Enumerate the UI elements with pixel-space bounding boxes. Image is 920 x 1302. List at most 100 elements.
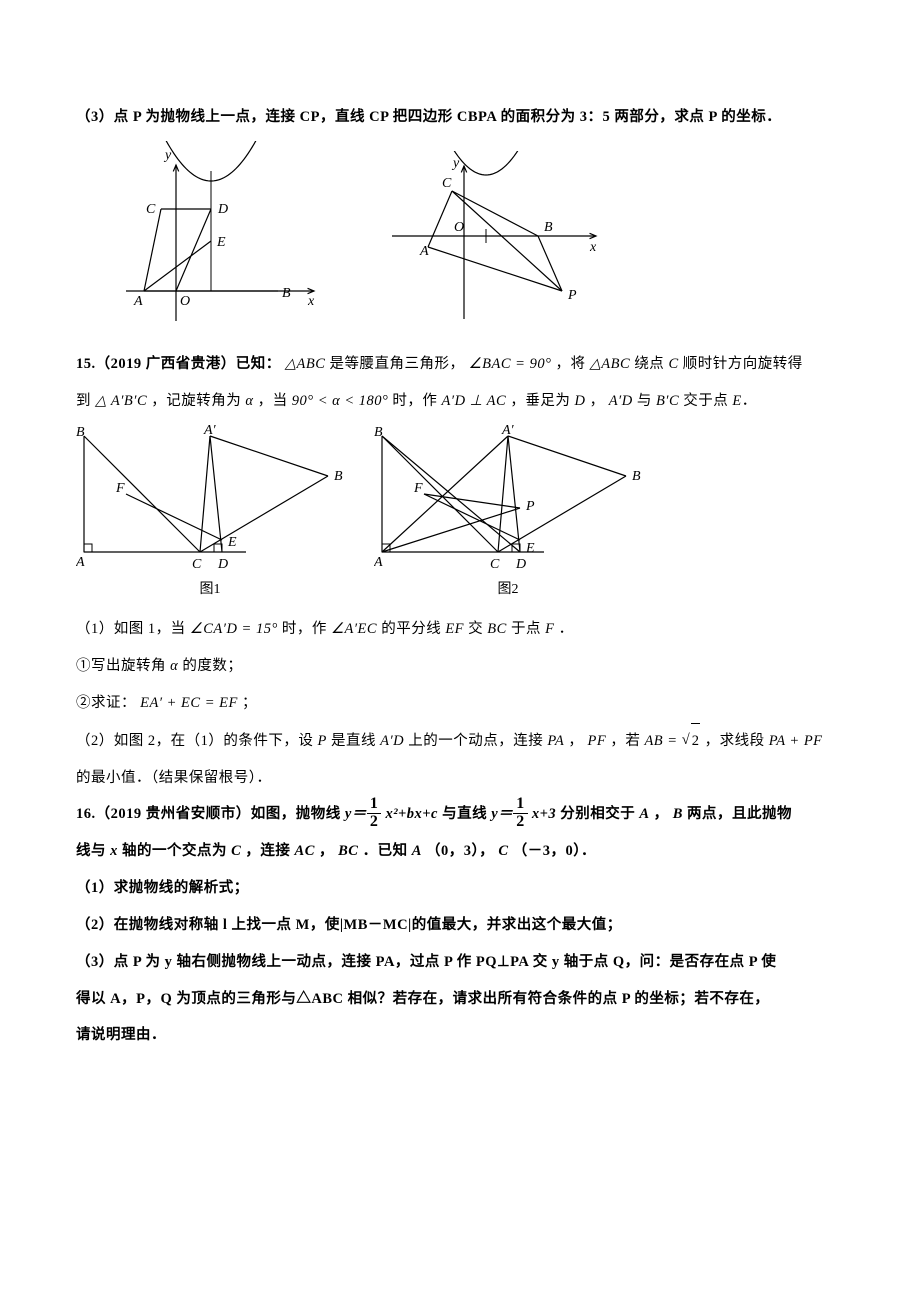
q15-2e: ，若 <box>610 733 640 749</box>
ltr-A: A <box>639 806 649 822</box>
q15-2d: ， <box>568 733 583 749</box>
t-c: ，将 <box>556 356 586 372</box>
math-ef: EF <box>445 621 464 637</box>
svg-text:E: E <box>525 541 535 556</box>
t-h: ，当 <box>258 393 288 409</box>
svg-text:B: B <box>76 425 85 440</box>
q15-1-2a: ②求证： <box>76 695 136 711</box>
eq1-y: y＝ <box>345 806 367 822</box>
fig3-wrap: ABCA′B′DEFP 图2 <box>374 424 642 598</box>
math-D: D <box>574 393 585 409</box>
q15-2b: 是直线 <box>331 733 376 749</box>
svg-text:B′: B′ <box>334 469 344 484</box>
math-bac90: ∠BAC = 90° <box>469 356 552 372</box>
math-tabc2: △ABC <box>590 356 631 372</box>
t-i: 时，作 <box>392 393 437 409</box>
q15-1-2: ②求证： EA′ + EC = EF ； <box>76 686 844 721</box>
t-d: 绕点 <box>634 356 664 372</box>
q16-q3b: 得以 A，P，Q 为顶点的三角形与△ABC 相似？若存在，请求出所有符合条件的点… <box>76 982 844 1017</box>
math-cad15: ∠CA′D = 15° <box>190 621 278 637</box>
figure-1a: AOBCDEyx <box>116 141 316 331</box>
figure-2: ABCA′B′DEF <box>76 424 344 574</box>
ltr-B: B <box>673 806 683 822</box>
ltr-C: C <box>231 843 241 859</box>
page: （3）点 P 为抛物线上一点，连接 CP，直线 CP 把四边形 CBPA 的面积… <box>0 0 920 1302</box>
svg-text:D: D <box>217 202 228 217</box>
q16-l2f: （0，3）， <box>426 843 494 859</box>
q15-2-tail: 的最小值．（结果保留根号）． <box>76 761 844 796</box>
svg-text:F: F <box>115 481 125 496</box>
q15-1d: 交 <box>468 621 483 637</box>
svg-text:x: x <box>589 240 597 255</box>
q15-2: （2）如图 2，在（1）的条件下，设 P 是直线 A′D 上的一个动点，连接 P… <box>76 723 844 759</box>
q15-1-1: ①写出旋转角 α 的度数； <box>76 649 844 684</box>
math-range: 90° < α < 180° <box>292 393 389 409</box>
q15-1c: 的平分线 <box>381 621 441 637</box>
q16-c: 分别相交于 <box>560 806 639 822</box>
math-papf: PA + PF <box>769 733 823 749</box>
q15-2c: 上的一个动点，连接 <box>408 733 543 749</box>
t-b: 是等腰直角三角形， <box>330 356 465 372</box>
math-absq2: AB = <box>644 733 681 749</box>
t-e: 顺时针方向旋转得 <box>683 356 803 372</box>
fig3-caption: 图2 <box>374 578 642 598</box>
svg-text:B: B <box>374 425 383 440</box>
math-bpc: B′C <box>656 393 679 409</box>
q15-1a: （1）如图 1，当 <box>76 621 186 637</box>
q16-a: 16.（2019 贵州省安顺市）如图，抛物线 <box>76 806 345 822</box>
svg-text:C: C <box>490 557 500 572</box>
q15-line1: 15.（2019 广西省贵港）已知： △ABC 是等腰直角三角形， ∠BAC =… <box>76 347 844 382</box>
q16-l2g: （－3，0）． <box>513 843 596 859</box>
eq2-y: y＝ <box>491 806 513 822</box>
math-aec: ∠A′EC <box>331 621 377 637</box>
svg-text:P: P <box>567 288 577 303</box>
svg-text:x: x <box>307 294 315 309</box>
q16-q3c: 请说明理由． <box>76 1018 844 1053</box>
q15-2f: ，求线段 <box>705 733 765 749</box>
svg-text:O: O <box>454 220 464 235</box>
math-apd2: A′D <box>380 733 404 749</box>
t-l: 与 <box>637 393 652 409</box>
q15-line2: 到 △ A′B′C ，记旋转角为 α ，当 90° < α < 180° 时，作… <box>76 384 844 419</box>
q16-q3a: （3）点 P 为 y 轴右侧抛物线上一动点，连接 PA，过点 P 作 PQ⊥PA… <box>76 945 844 980</box>
eq1-post: x²+bx+c <box>385 806 438 822</box>
math-alpha2: α <box>170 658 178 674</box>
t-m: 交于点 <box>683 393 728 409</box>
frac-half-1: 12 <box>367 796 382 831</box>
math-E: E <box>732 393 741 409</box>
ltr-A2: A <box>412 843 422 859</box>
svg-text:A: A <box>419 244 429 259</box>
t-g: ，记旋转角为 <box>151 393 241 409</box>
ltr-BC: BC <box>338 843 358 859</box>
q14-part3: （3）点 P 为抛物线上一点，连接 CP，直线 CP 把四边形 CBPA 的面积… <box>76 100 844 135</box>
t-k: ， <box>590 393 605 409</box>
svg-text:D: D <box>217 557 228 572</box>
fig2-wrap: ABCA′B′DEF 图1 <box>76 424 344 598</box>
q16-l2b: 轴的一个交点为 <box>122 843 231 859</box>
svg-text:y: y <box>451 156 460 171</box>
math-pa: PA <box>547 733 564 749</box>
svg-text:B: B <box>282 286 291 301</box>
q16-l2d: ， <box>319 843 334 859</box>
eq2-post: x+3 <box>532 806 556 822</box>
math-apbp: △ A′B′C <box>95 393 147 409</box>
math-eq: EA′ + EC = EF <box>140 695 238 711</box>
svg-text:C: C <box>442 176 452 191</box>
q15-1f: ． <box>559 621 574 637</box>
svg-text:A′: A′ <box>203 424 217 438</box>
math-tabc: △ABC <box>285 356 326 372</box>
math-P: P <box>318 733 327 749</box>
math-bc: BC <box>487 621 507 637</box>
ltr-AC: AC <box>295 843 315 859</box>
svg-text:D: D <box>515 557 526 572</box>
q15-1-1b: 的度数； <box>182 658 242 674</box>
svg-text:C: C <box>192 557 202 572</box>
svg-text:A: A <box>133 294 143 309</box>
svg-text:E: E <box>216 235 226 250</box>
q16-q2: （2）在抛物线对称轴 l 上找一点 M，使|MB－MC|的值最大，并求出这个最大… <box>76 908 844 943</box>
q15-prefix: 15.（2019 广西省贵港）已知： <box>76 356 281 372</box>
q16-b: 与直线 <box>442 806 491 822</box>
svg-text:E: E <box>227 535 237 550</box>
q16-line1: 16.（2019 贵州省安顺市）如图，抛物线 y＝12 x²+bx+c 与直线 … <box>76 797 844 832</box>
q16-l2a: 线与 <box>76 843 110 859</box>
